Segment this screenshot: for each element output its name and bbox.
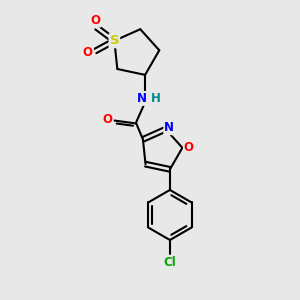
Text: H: H: [151, 92, 161, 105]
Text: O: O: [83, 46, 93, 59]
Text: Cl: Cl: [164, 256, 176, 268]
Text: S: S: [110, 34, 119, 47]
Text: N: N: [164, 121, 174, 134]
Text: O: O: [90, 14, 100, 27]
Text: N: N: [136, 92, 147, 105]
Text: O: O: [103, 112, 113, 126]
Text: O: O: [184, 141, 194, 154]
